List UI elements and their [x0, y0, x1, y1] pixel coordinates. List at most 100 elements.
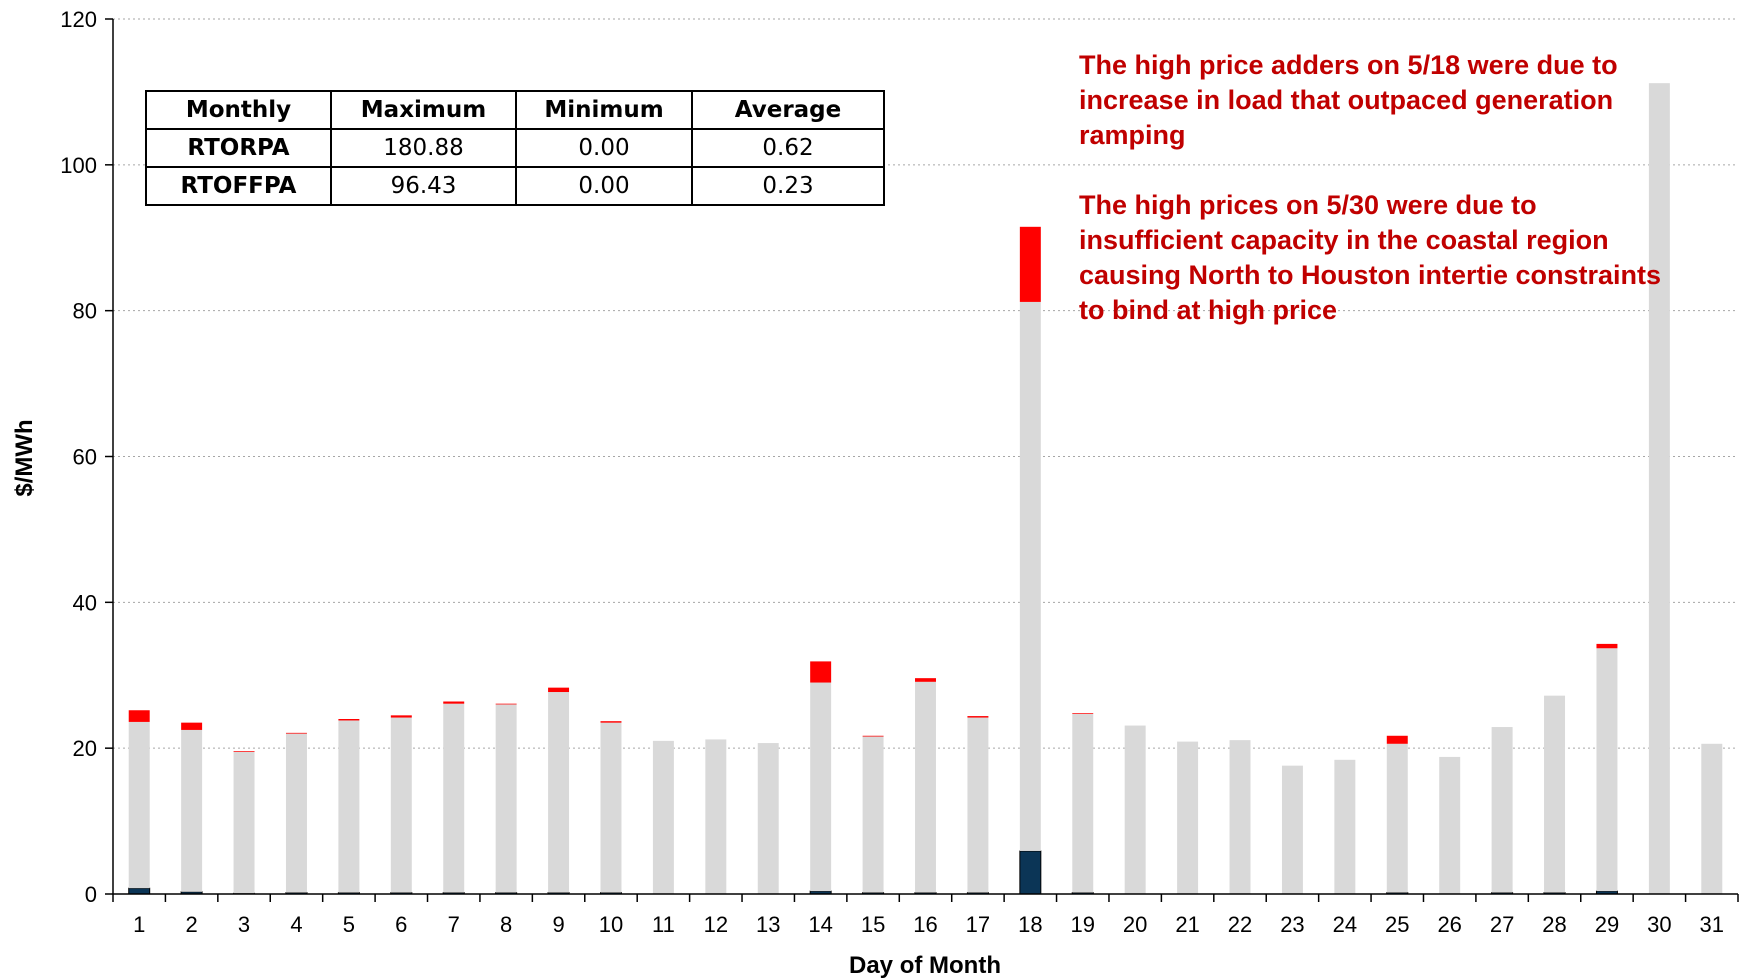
- annotation-5-30: The high prices on 5/30 were due to insu…: [1079, 190, 1662, 325]
- y-axis-title: $/MWh: [11, 419, 38, 496]
- bar-segment: [757, 743, 779, 894]
- bar-segment: [1019, 301, 1041, 851]
- bar-segment: [548, 687, 570, 693]
- annotation-box: The high price adders on 5/18 were due t…: [1079, 48, 1679, 363]
- bar-segment: [1491, 727, 1513, 893]
- x-tick-label: 2: [186, 912, 198, 937]
- y-tick-label: 60: [73, 445, 97, 470]
- table-cell: 96.43: [330, 166, 517, 206]
- bar-segment: [1281, 765, 1303, 894]
- bar-segment: [810, 661, 832, 683]
- bar-segment: [1072, 713, 1094, 893]
- bar-segment: [862, 735, 884, 737]
- bars: [128, 83, 1723, 895]
- bar-segment: [1596, 643, 1618, 649]
- bar-segment: [915, 678, 936, 682]
- y-tick-label: 100: [60, 153, 97, 178]
- table-cell: 0.00: [515, 166, 693, 206]
- bar-segment: [128, 887, 151, 895]
- x-tick-label: 17: [966, 912, 990, 937]
- x-axis-title: Day of Month: [849, 952, 1001, 979]
- bar-segment: [1334, 759, 1356, 894]
- table-cell: RTOFFPA: [145, 166, 332, 206]
- bar-segment: [1648, 83, 1670, 894]
- bar-segment: [338, 719, 360, 721]
- x-tick-label: 1: [133, 912, 145, 937]
- x-tick-label: 23: [1280, 912, 1304, 937]
- x-tick-label: 3: [238, 912, 250, 937]
- bar-segment: [862, 736, 884, 893]
- bar-segment: [1701, 743, 1723, 894]
- bar-segment: [285, 732, 307, 734]
- bar-segment: [1019, 226, 1041, 302]
- x-tick-label: 31: [1700, 912, 1724, 937]
- bar-segment: [128, 710, 150, 722]
- x-tick-label: 12: [704, 912, 728, 937]
- bar-segment: [181, 722, 203, 730]
- table-header-row: Monthly Maximum Minimum Average: [145, 90, 885, 130]
- x-tick-label: 10: [599, 912, 623, 937]
- y-tick-label: 20: [73, 736, 97, 761]
- bar-segment: [1386, 735, 1408, 744]
- y-tick-label: 120: [60, 7, 97, 32]
- x-tick-label: 9: [552, 912, 564, 937]
- x-tick-label: 14: [808, 912, 832, 937]
- bar-segment: [652, 740, 674, 894]
- x-tick-label: 19: [1071, 912, 1095, 937]
- x-tick-label: 5: [343, 912, 355, 937]
- bar-segment: [915, 681, 936, 893]
- bar-segment: [1596, 648, 1618, 892]
- table-row: RTORPA 180.88 0.00 0.62: [145, 128, 885, 168]
- bar-segment: [128, 721, 150, 889]
- x-tick-label: 24: [1333, 912, 1357, 937]
- bar-segment: [1019, 850, 1042, 895]
- bar-segment: [390, 715, 412, 718]
- x-tick-label: 29: [1595, 912, 1619, 937]
- table-header-cell: Monthly: [145, 90, 332, 130]
- x-tick-label: 26: [1437, 912, 1461, 937]
- table-cell: 0.00: [515, 128, 693, 168]
- y-tick-label: 80: [73, 299, 97, 324]
- y-tick-label: 40: [73, 590, 97, 615]
- bar-segment: [810, 682, 832, 892]
- bar-segment: [600, 722, 622, 893]
- x-tick-label: 16: [913, 912, 937, 937]
- bar-segment: [285, 733, 307, 893]
- y-tick-label: 0: [85, 882, 97, 907]
- bar-segment: [1544, 695, 1566, 893]
- bar-segment: [443, 703, 465, 893]
- table-cell: 0.62: [691, 128, 885, 168]
- bar-segment: [1229, 740, 1251, 894]
- x-tick-label: 28: [1542, 912, 1566, 937]
- x-tick-label: 20: [1123, 912, 1147, 937]
- bar-segment: [181, 729, 203, 892]
- x-tick-labels: 1 2 3 4 5 6 7 8 9 10 11 12 13 14 15 16 17 18 19 20 21 22 23 24 2…: [133, 912, 1724, 937]
- x-tick-label: 7: [448, 912, 460, 937]
- bar-segment: [443, 701, 465, 704]
- axes: [105, 18, 1739, 902]
- monthly-stats-table: Monthly Maximum Minimum Average RTORPA 1…: [145, 90, 885, 206]
- bar-segment: [390, 717, 412, 893]
- bar-segment: [548, 692, 570, 893]
- bar-segment: [705, 739, 727, 894]
- x-tick-label: 18: [1018, 912, 1042, 937]
- bar-segment: [495, 704, 517, 893]
- x-tick-label: 27: [1490, 912, 1514, 937]
- bar-segment: [338, 720, 360, 893]
- x-tick-label: 25: [1385, 912, 1409, 937]
- table-header-cell: Maximum: [330, 90, 517, 130]
- bar-segment: [1439, 756, 1461, 894]
- x-tick-label: 13: [756, 912, 780, 937]
- y-tick-labels: 0 20 40 60 80 100 120: [60, 7, 97, 907]
- bar-segment: [233, 751, 255, 752]
- bar-segment: [1177, 741, 1199, 894]
- bar-segment: [1386, 743, 1408, 893]
- table-header-cell: Average: [691, 90, 885, 130]
- table-cell: 0.23: [691, 166, 885, 206]
- x-tick-label: 4: [290, 912, 302, 937]
- x-tick-label: 21: [1175, 912, 1199, 937]
- x-tick-label: 11: [652, 912, 675, 937]
- table-header-cell: Minimum: [515, 90, 693, 130]
- bar-segment: [1072, 713, 1094, 714]
